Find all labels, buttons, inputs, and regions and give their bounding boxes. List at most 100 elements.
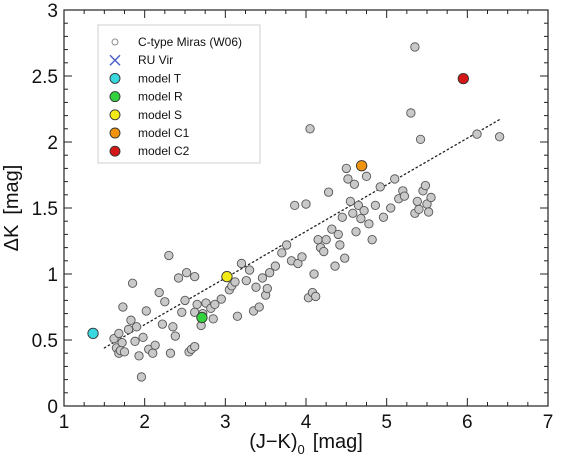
- x-tick-label: 2: [139, 412, 150, 433]
- mira-point: [337, 212, 347, 222]
- mira-point: [164, 250, 174, 261]
- y-tick-label: 1: [47, 265, 58, 286]
- mira-point: [150, 340, 160, 350]
- mira-point: [386, 203, 396, 213]
- legend-marker: [109, 127, 121, 139]
- mira-point: [309, 269, 319, 279]
- y-tick-label: 2: [47, 133, 58, 154]
- mira-point: [293, 258, 303, 269]
- mira-point: [192, 299, 202, 310]
- mira-point: [370, 200, 381, 211]
- mira-point: [290, 200, 300, 211]
- mira-point: [157, 319, 168, 329]
- legend-label: model R: [138, 90, 183, 104]
- mira-point: [136, 372, 147, 382]
- mira-point: [119, 347, 130, 357]
- legend-marker: [109, 145, 121, 157]
- mira-point: [406, 108, 416, 118]
- mira-point: [415, 134, 426, 145]
- mira-point: [262, 283, 272, 294]
- model-c2-point: [457, 72, 469, 85]
- legend: C-type Miras (W06) RU Vir model T model R mo…: [97, 24, 261, 164]
- legend-marker: [109, 91, 121, 103]
- ticks-layer: 1 2 3 4 5 6 7 0 0.5 1 1.5 2 2.5 3: [32, 1, 554, 433]
- y-tick-label: 0.5: [32, 331, 58, 352]
- mira-point: [319, 246, 329, 257]
- mira-point: [173, 273, 184, 283]
- mira-point: [254, 302, 264, 312]
- mira-point: [494, 132, 505, 142]
- mira-point: [170, 331, 180, 341]
- mira-point: [130, 336, 140, 346]
- x-tick-label: 5: [381, 412, 392, 433]
- mira-point: [177, 307, 187, 317]
- model-r-point: [196, 311, 208, 324]
- mira-point: [118, 302, 128, 312]
- legend-label: model C2: [138, 144, 190, 158]
- mira-point: [232, 311, 243, 321]
- mira-point: [208, 314, 218, 324]
- mira-point: [230, 277, 240, 287]
- legend-label: RU Vir: [138, 53, 173, 67]
- model-s-point: [221, 270, 233, 283]
- mira-point: [160, 297, 170, 307]
- mira-point: [375, 182, 385, 192]
- mira-point: [364, 219, 374, 229]
- mira-point: [210, 299, 220, 310]
- mira-point: [327, 224, 337, 234]
- mira-point: [321, 235, 331, 245]
- x-axis-label: (J−K)0 [mag]: [249, 431, 363, 457]
- mira-point: [114, 328, 124, 339]
- mira-point: [330, 261, 340, 271]
- mira-point: [265, 268, 275, 278]
- x-tick-label: 6: [462, 412, 473, 433]
- mira-point: [251, 282, 261, 292]
- mira-point: [190, 341, 200, 352]
- mira-point: [168, 322, 178, 332]
- legend-label: C-type Miras (W06): [138, 35, 242, 49]
- mira-point: [277, 248, 287, 258]
- x-tick-label: 3: [220, 412, 231, 433]
- y-tick-label: 1.5: [32, 199, 58, 220]
- mira-point: [348, 208, 358, 218]
- mira-point: [420, 180, 431, 191]
- mira-point: [399, 191, 410, 201]
- y-tick-label: 3: [47, 1, 58, 22]
- mira-point: [412, 196, 422, 207]
- mira-point: [472, 129, 482, 139]
- mira-point: [359, 205, 369, 216]
- mira-point: [426, 192, 436, 203]
- mira-point: [323, 187, 334, 197]
- mira-point: [131, 322, 142, 332]
- legend-label: model S: [138, 108, 182, 122]
- y-tick-label: 0: [47, 397, 58, 418]
- mira-point: [361, 171, 372, 181]
- mira-point: [335, 240, 345, 250]
- x-tick-label: 7: [543, 412, 554, 433]
- y-tick-label: 2.5: [32, 67, 58, 88]
- trend-line: [103, 118, 501, 349]
- mira-point: [236, 258, 247, 269]
- mira-point: [241, 275, 251, 286]
- trend-layer: [103, 118, 501, 349]
- mira-point: [257, 273, 268, 283]
- mira-point: [378, 212, 389, 222]
- mira-point: [343, 174, 353, 184]
- mira-point: [305, 124, 315, 134]
- legend-x-marker: [109, 54, 121, 66]
- mira-point: [181, 268, 192, 278]
- legend-label: model T: [138, 71, 182, 85]
- mira-point: [297, 252, 307, 262]
- mira-point: [281, 240, 292, 250]
- x-tick-label: 4: [301, 412, 312, 433]
- legend-label: model C1: [138, 126, 190, 140]
- legend-box: [97, 24, 261, 164]
- mira-point: [390, 174, 400, 184]
- y-axis-label: ΔK[mag]: [1, 165, 23, 252]
- mira-point: [154, 287, 164, 298]
- mira-point: [349, 179, 360, 189]
- mira-point: [353, 200, 364, 211]
- mira-point: [311, 291, 321, 302]
- mira-point: [123, 324, 134, 335]
